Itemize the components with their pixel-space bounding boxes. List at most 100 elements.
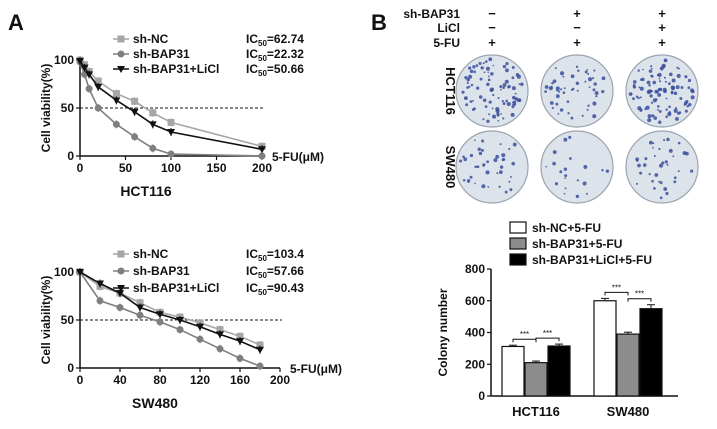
ic50-label: IC50=90.43 — [246, 281, 304, 297]
colony-dot — [665, 160, 668, 163]
colony-dot — [553, 150, 557, 154]
colony-dot — [463, 179, 466, 182]
colony-dot — [485, 105, 488, 108]
legend-swatch — [510, 222, 526, 233]
data-point — [131, 98, 138, 105]
ic50-label: IC50=57.66 — [246, 264, 304, 280]
colony-dot — [652, 81, 656, 85]
colony-dot — [674, 109, 678, 113]
colony-dot — [676, 85, 680, 89]
colony-dot — [588, 77, 592, 81]
colony-dot — [503, 65, 506, 68]
x-tick-label: 160 — [230, 373, 250, 387]
colony-dot — [664, 59, 668, 63]
x-tick-label: 120 — [190, 373, 210, 387]
colony-dot — [500, 89, 502, 91]
colony-dot — [545, 85, 549, 89]
colony-dot — [649, 141, 653, 145]
data-point — [131, 109, 139, 116]
colony-dot — [551, 82, 554, 85]
colony-dot — [495, 155, 499, 159]
colony-dot — [500, 113, 502, 115]
colony-dot — [584, 81, 586, 83]
colony-dot — [688, 79, 691, 82]
colony-dot — [486, 120, 489, 123]
colony-dot — [659, 88, 662, 91]
colony-dot — [647, 118, 651, 122]
data-point — [256, 347, 264, 354]
bar — [502, 346, 524, 396]
colony-dot — [649, 69, 653, 73]
panel-b-label: B — [371, 10, 387, 35]
colony-dot — [464, 76, 467, 79]
colony-dot — [593, 82, 596, 85]
colony-dot — [586, 193, 588, 195]
colony-dot — [592, 77, 594, 79]
colony-dot — [519, 83, 521, 85]
colony-dot — [568, 136, 571, 139]
data-point — [149, 109, 156, 116]
colony-dot — [633, 80, 637, 84]
colony-dot — [673, 180, 676, 183]
colony-dot — [500, 165, 503, 168]
colony-dot — [488, 75, 490, 77]
colony-dot — [474, 183, 476, 185]
colony-dot — [505, 100, 508, 103]
bar — [617, 334, 639, 396]
colony-dot — [480, 78, 483, 81]
colony-dot — [550, 101, 554, 105]
treatment-sign: − — [488, 20, 496, 35]
significance-stars: *** — [520, 330, 529, 339]
x-tick-label: 0 — [77, 161, 84, 175]
series-line — [80, 62, 262, 156]
colony-dot — [567, 100, 570, 103]
colony-dot — [576, 82, 579, 85]
colony-dot — [660, 197, 663, 200]
colony-dot — [475, 166, 477, 168]
data-point — [149, 145, 156, 152]
data-point — [113, 121, 120, 128]
colony-dot — [557, 113, 559, 115]
colony-dot — [674, 176, 677, 179]
data-point — [257, 363, 264, 370]
colony-dot — [665, 81, 667, 83]
colony-dot — [657, 105, 660, 108]
colony-dot — [660, 181, 663, 184]
x-tick-label: 150 — [206, 161, 226, 175]
colony-dot — [606, 169, 609, 172]
y-axis-label: Cell viability(%) — [39, 64, 53, 153]
colony-dot — [659, 80, 661, 82]
colony-dot — [483, 98, 486, 101]
colony-dot — [487, 186, 489, 188]
culture-plate — [456, 131, 528, 203]
legend-label: sh-BAP31 — [133, 47, 190, 61]
colony-dot — [513, 143, 517, 147]
colony-dot — [467, 82, 469, 84]
colony-dot — [593, 69, 595, 71]
colony-dot — [472, 100, 474, 102]
colony-dot — [492, 115, 496, 119]
colony-dot — [642, 69, 644, 71]
colony-dot — [679, 97, 682, 100]
colony-dot — [678, 68, 680, 70]
legend-swatch — [510, 254, 526, 265]
colony-dot — [577, 179, 579, 181]
x-tick-label: 100 — [161, 161, 181, 175]
significance-stars: *** — [543, 329, 552, 338]
colony-dot — [555, 103, 558, 106]
colony-dot — [472, 108, 475, 111]
colony-dot — [556, 86, 560, 90]
colony-dot — [665, 192, 668, 195]
colony-dot — [577, 90, 579, 92]
colony-dot — [512, 104, 514, 106]
colony-dot — [549, 86, 553, 90]
data-point — [157, 318, 164, 325]
colony-dot — [572, 88, 575, 91]
colony-dot — [497, 97, 499, 99]
colony-dot — [640, 87, 644, 91]
colony-dot — [654, 90, 658, 94]
colony-dot — [560, 88, 562, 90]
colony-dot — [501, 153, 505, 157]
colony-dot — [585, 70, 588, 73]
